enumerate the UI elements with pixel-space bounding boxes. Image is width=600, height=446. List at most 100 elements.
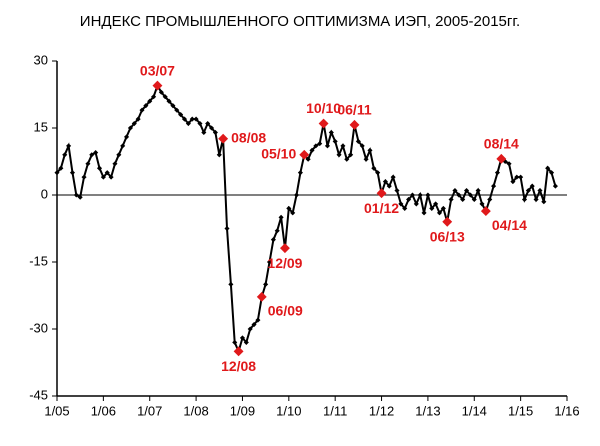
point-marker xyxy=(413,201,419,207)
point-marker xyxy=(232,339,238,345)
point-marker xyxy=(541,199,547,205)
point-marker xyxy=(332,138,338,144)
point-marker xyxy=(394,187,400,194)
x-tick-label: 1/12 xyxy=(369,403,394,418)
point-marker xyxy=(73,192,79,198)
point-marker xyxy=(131,120,137,127)
annotation-label: 03/07 xyxy=(140,62,175,78)
point-marker xyxy=(162,94,168,100)
highlight-marker xyxy=(280,243,290,254)
annotation-label: 06/09 xyxy=(268,303,303,319)
point-marker xyxy=(147,98,153,104)
point-marker xyxy=(193,116,199,122)
annotation-label: 12/09 xyxy=(267,255,302,271)
annotation-label: 08/08 xyxy=(231,129,266,145)
point-marker xyxy=(433,201,439,207)
point-marker xyxy=(170,103,176,109)
point-marker xyxy=(363,156,369,162)
point-marker xyxy=(127,125,133,131)
point-marker xyxy=(510,179,516,185)
point-marker xyxy=(174,107,180,113)
point-marker xyxy=(429,205,435,211)
point-marker xyxy=(317,141,323,147)
annotation-label: 04/14 xyxy=(492,217,527,233)
highlight-marker xyxy=(349,119,360,130)
highlight-marker xyxy=(299,149,310,160)
point-marker xyxy=(247,326,253,332)
point-marker xyxy=(166,98,172,104)
point-marker xyxy=(243,339,249,345)
highlight-marker xyxy=(233,346,244,357)
highlight-marker xyxy=(256,291,267,302)
point-marker xyxy=(355,138,361,144)
point-marker xyxy=(463,187,470,194)
point-marker xyxy=(143,103,149,109)
annotation-label: 01/12 xyxy=(364,200,399,216)
point-marker xyxy=(371,165,377,171)
point-marker xyxy=(208,125,215,131)
point-marker xyxy=(421,210,427,216)
y-tick-label: 30 xyxy=(34,52,48,67)
point-marker xyxy=(518,174,524,180)
x-tick-label: 1/05 xyxy=(44,403,69,418)
y-tick-label: 0 xyxy=(41,186,48,201)
point-marker xyxy=(228,281,234,287)
point-marker xyxy=(123,134,130,140)
y-tick-label: -15 xyxy=(29,253,48,268)
x-tick-label: 1/06 xyxy=(91,403,116,418)
x-tick-label: 1/08 xyxy=(183,403,208,418)
annotation-label: 06/11 xyxy=(337,102,371,118)
point-marker xyxy=(266,259,273,265)
x-tick-label: 1/11 xyxy=(323,403,347,418)
y-tick-label: 15 xyxy=(34,119,48,134)
highlight-marker xyxy=(318,118,329,129)
point-marker xyxy=(224,225,230,232)
x-tick-label: 1/07 xyxy=(137,403,162,418)
point-marker xyxy=(189,116,195,122)
point-marker xyxy=(487,196,493,203)
point-marker xyxy=(367,147,373,153)
point-marker xyxy=(278,214,284,220)
point-marker xyxy=(104,170,110,176)
point-marker xyxy=(151,94,157,100)
point-marker xyxy=(100,174,106,180)
point-marker xyxy=(425,192,431,198)
point-marker xyxy=(382,179,388,185)
point-marker xyxy=(69,170,76,176)
point-marker xyxy=(494,170,501,176)
highlight-marker xyxy=(496,153,507,164)
x-tick-label: 1/14 xyxy=(462,403,487,418)
point-marker xyxy=(239,335,246,341)
point-marker xyxy=(216,152,222,158)
point-marker xyxy=(66,143,72,149)
point-marker xyxy=(336,152,342,158)
point-marker xyxy=(506,161,512,167)
point-marker xyxy=(529,183,535,189)
x-tick-label: 1/13 xyxy=(415,403,440,418)
point-marker xyxy=(348,152,354,158)
point-marker xyxy=(81,174,87,180)
point-marker xyxy=(89,152,95,158)
point-marker xyxy=(108,174,114,180)
point-marker xyxy=(274,228,280,234)
point-marker xyxy=(436,210,443,216)
point-marker xyxy=(251,321,257,328)
x-tick-label: 1/10 xyxy=(276,403,301,418)
point-marker xyxy=(440,205,446,211)
point-marker xyxy=(255,317,261,323)
point-marker xyxy=(96,165,103,171)
x-tick-label: 1/16 xyxy=(554,403,579,418)
point-marker xyxy=(116,152,122,158)
point-marker xyxy=(293,192,300,198)
point-marker xyxy=(135,116,141,122)
point-marker xyxy=(62,152,68,158)
point-marker xyxy=(324,143,331,149)
highlight-marker xyxy=(218,133,229,144)
point-marker xyxy=(456,192,462,198)
highlight-marker xyxy=(376,188,387,199)
y-tick-label: -45 xyxy=(29,387,48,402)
highlight-marker xyxy=(480,206,491,217)
point-marker xyxy=(178,112,184,118)
point-marker xyxy=(212,129,218,136)
